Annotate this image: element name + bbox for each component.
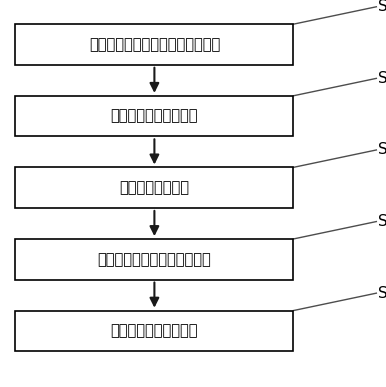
Bar [15,167,293,208]
Text: 获取参考工作曲线: 获取参考工作曲线 [119,180,190,195]
Bar [15,96,293,137]
Text: S1: S1 [378,0,386,14]
Text: 确定待测电容的电容值: 确定待测电容的电容值 [111,324,198,338]
Text: S3: S3 [378,142,386,158]
Text: S4: S4 [378,214,386,229]
Text: 构建电压电流测量电路: 构建电压电流测量电路 [111,109,198,123]
Text: 获取待测电容对应的电压电流: 获取待测电容对应的电压电流 [98,252,211,267]
Bar [15,310,293,351]
Text: S5: S5 [378,286,386,301]
Text: 获取待测电容所处高压环境的参数: 获取待测电容所处高压环境的参数 [89,37,220,52]
Bar [15,24,293,65]
Bar [15,239,293,279]
Text: S2: S2 [378,71,386,86]
